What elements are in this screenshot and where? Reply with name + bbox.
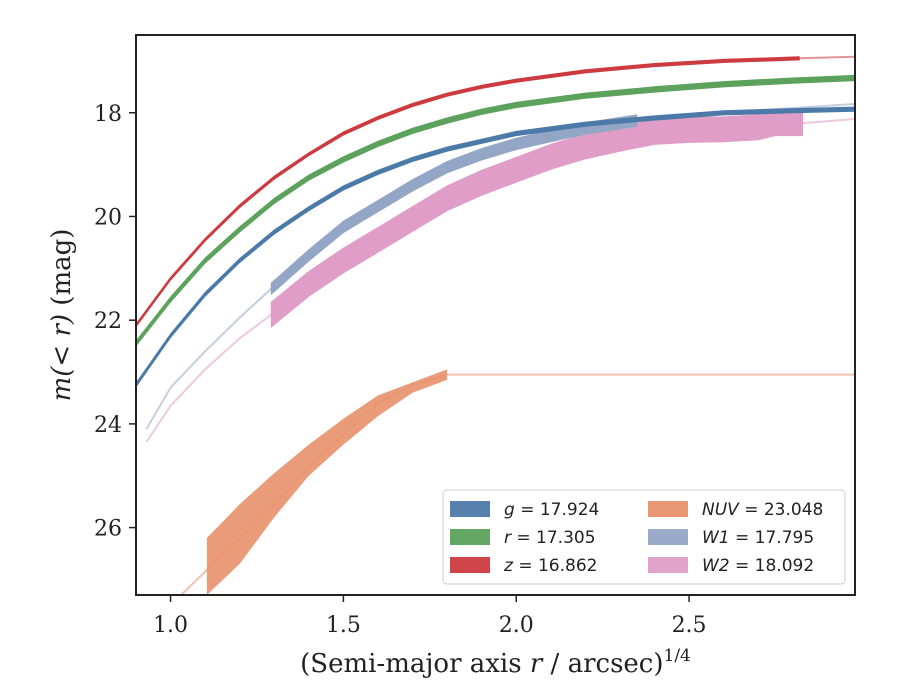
y-axis-title: m(< r) (mag) — [47, 229, 77, 402]
y-tick-label: 26 — [94, 517, 122, 542]
legend-label-w1: W1 = 17.795 — [702, 528, 814, 548]
y-tick-label: 18 — [94, 102, 122, 127]
x-axis-title-var: r — [530, 649, 544, 679]
legend: g = 17.924 r = 17.305 z = 16.862 NUV = 23.0… — [442, 489, 846, 585]
series-r-line — [136, 76, 855, 345]
series-nuv-band — [206, 369, 448, 595]
series-w2-faint-line — [145, 314, 272, 443]
legend-label-r: r = 17.305 — [504, 528, 596, 548]
series-z-line — [136, 57, 800, 327]
legend-label-z: z = 16.862 — [503, 556, 597, 576]
x-axis: 1.0 1.5 2.0 2.5 — [153, 595, 707, 638]
legend-label-g: g = 17.924 — [504, 500, 599, 520]
series-g-line — [136, 107, 855, 386]
x-tick-label: 1.5 — [326, 613, 361, 638]
series-w2-line — [270, 121, 804, 316]
legend-swatch-r — [450, 529, 490, 545]
series-w2-band — [270, 110, 804, 328]
plot-frame — [135, 34, 856, 596]
y-tick-label: 24 — [94, 413, 122, 438]
series-w1-faint-line — [145, 288, 272, 430]
y-tick-label: 22 — [94, 309, 122, 334]
series-w1-line — [270, 119, 638, 290]
legend-box — [442, 489, 846, 585]
x-axis-title: (Semi-major axis r / arcsec)1/4 — [300, 646, 691, 679]
legend-swatch-nuv — [648, 501, 688, 517]
x-axis-title-sup: 1/4 — [664, 646, 691, 666]
x-axis-title-rest: / arcsec) — [542, 649, 663, 679]
x-tick-label: 2.5 — [672, 613, 707, 638]
legend-swatch-w1 — [648, 529, 688, 545]
y-axis: 18 20 22 24 26 — [94, 102, 136, 542]
legend-swatch-w2 — [648, 557, 688, 573]
series-layer — [136, 55, 855, 595]
legend-swatch-g — [450, 501, 490, 517]
x-tick-label: 1.0 — [153, 613, 188, 638]
y-axis-title-unit: (mag) — [47, 229, 77, 314]
x-axis-title-main: (Semi-major axis — [300, 649, 530, 679]
series-w2-faint-line — [803, 118, 855, 125]
legend-label-nuv: NUV = 23.048 — [702, 500, 823, 520]
x-tick-label: 2.0 — [499, 613, 534, 638]
y-axis-title-main: m(< r) — [47, 314, 77, 401]
legend-label-w2: W2 = 18.092 — [702, 556, 814, 576]
series-z-faint-line — [799, 55, 855, 60]
y-tick-label: 20 — [94, 205, 122, 230]
legend-swatch-z — [450, 557, 490, 573]
